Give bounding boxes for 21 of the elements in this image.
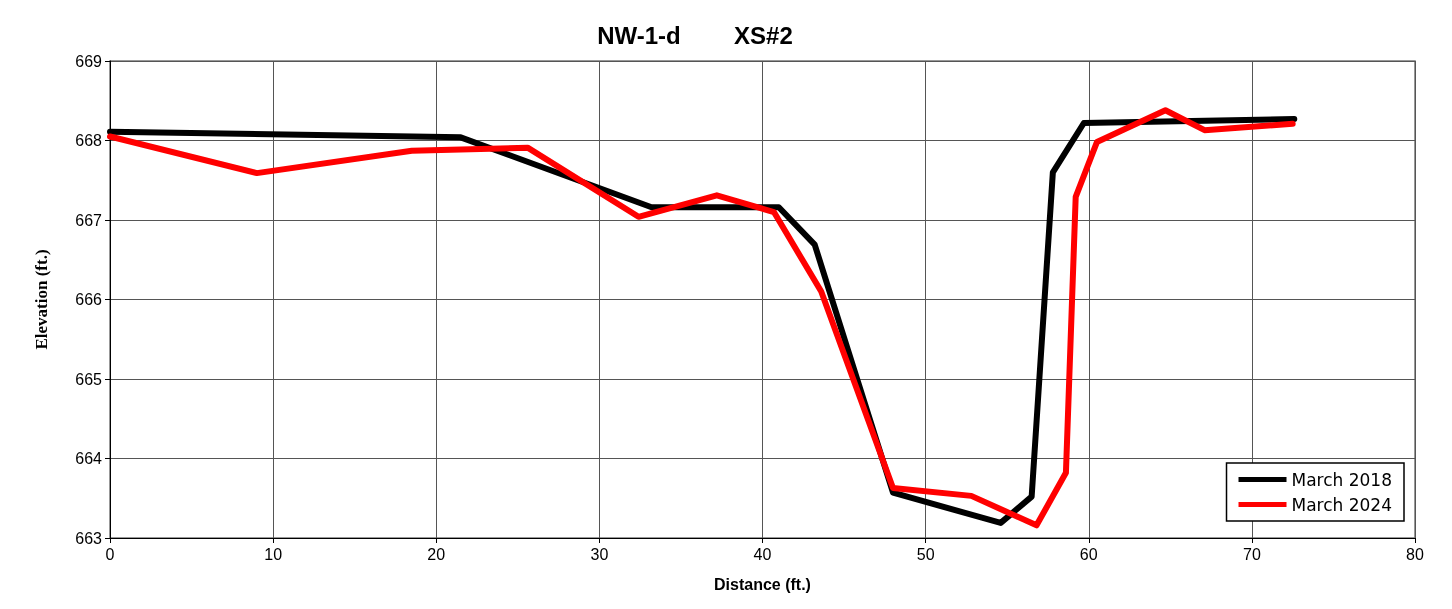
y-tick-label: 669 [75,52,103,70]
x-tick-label: 50 [916,545,935,563]
x-tick-label: 10 [264,545,283,563]
x-tick-label: 40 [753,545,772,563]
y-tick-label: 667 [75,211,103,229]
x-axis-title: Distance (ft.) [714,575,811,593]
x-tick-label: 0 [105,545,115,563]
x-tick-label: 60 [1079,545,1098,563]
x-tick-label: 20 [427,545,446,563]
y-tick-label: 665 [75,370,103,388]
y-axis-title: Elevation (ft.) [32,249,51,350]
legend-label: March 2018 [1291,469,1393,490]
x-tick-label: 80 [1406,545,1424,563]
x-tick-label: 70 [1242,545,1261,563]
y-tick-label: 666 [75,291,103,308]
x-tick-label: 30 [590,545,609,563]
legend-label: March 2024 [1291,494,1393,515]
chart-title: NW-1-d XS#2 [597,21,793,49]
y-tick-label: 663 [75,529,103,547]
y-tick-label: 664 [75,450,103,467]
y-tick-label: 668 [75,132,103,149]
